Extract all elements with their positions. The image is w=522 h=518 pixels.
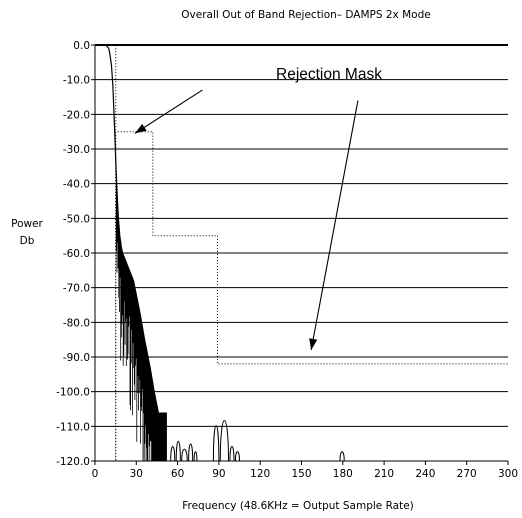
y-tick-label: -90.0 bbox=[63, 352, 90, 364]
y-tick-label: -100.0 bbox=[56, 387, 90, 399]
series-layer bbox=[95, 44, 508, 462]
annotation-arrow-line bbox=[310, 100, 359, 351]
rejection-mask-annotation: Rejection Mask bbox=[276, 66, 382, 83]
y-tick-label: -10.0 bbox=[63, 75, 90, 87]
x-axis-label: Frequency (48.6KHz = Output Sample Rate) bbox=[182, 500, 414, 512]
y-tick-label: 0.0 bbox=[73, 40, 90, 52]
y-tick-labels: 0.0 -10.0 -20.0 -30.0 -40.0 -50.0 -60.0 -70.0 -8… bbox=[56, 40, 95, 468]
x-tick-label: 30 bbox=[130, 468, 143, 480]
x-tick-label: 0 bbox=[92, 468, 99, 480]
rejection-mask-line bbox=[95, 44, 508, 461]
y-tick-label: -20.0 bbox=[63, 109, 90, 121]
y-tick-label: -70.0 bbox=[63, 283, 90, 295]
y-axis-label-line1: Power bbox=[11, 218, 43, 230]
annotation-arrowhead bbox=[309, 338, 318, 351]
y-axis-label-line2: Db bbox=[20, 235, 35, 247]
y-tick-label: -40.0 bbox=[63, 179, 90, 191]
x-tick-label: 270 bbox=[457, 468, 477, 480]
x-tick-labels: 0 30 60 90 120 150 180 210 240 270 300 bbox=[92, 461, 518, 480]
y-tick-label: -110.0 bbox=[56, 421, 90, 433]
chart-title: Overall Out of Band Rejection– DAMPS 2x … bbox=[181, 9, 430, 21]
sidelobe-arches bbox=[170, 420, 345, 462]
x-tick-label: 120 bbox=[250, 468, 270, 480]
x-tick-label: 210 bbox=[374, 468, 394, 480]
y-tick-label: -60.0 bbox=[63, 248, 90, 260]
y-tick-label: -30.0 bbox=[63, 144, 90, 156]
y-tick-label: -120.0 bbox=[56, 456, 90, 468]
x-tick-label: 150 bbox=[291, 468, 311, 480]
y-tick-label: -50.0 bbox=[63, 213, 90, 225]
y-tick-label: -80.0 bbox=[63, 317, 90, 329]
annotation-arrow-line bbox=[134, 89, 203, 134]
response-ripples bbox=[115, 175, 167, 461]
x-tick-label: 180 bbox=[333, 468, 353, 480]
annotation-arrowhead bbox=[134, 123, 147, 134]
x-tick-label: 90 bbox=[212, 468, 225, 480]
grid-lines bbox=[95, 79, 508, 427]
x-tick-label: 300 bbox=[498, 468, 518, 480]
annotation-arrows bbox=[134, 89, 359, 351]
x-tick-label: 60 bbox=[171, 468, 184, 480]
x-tick-label: 240 bbox=[415, 468, 435, 480]
